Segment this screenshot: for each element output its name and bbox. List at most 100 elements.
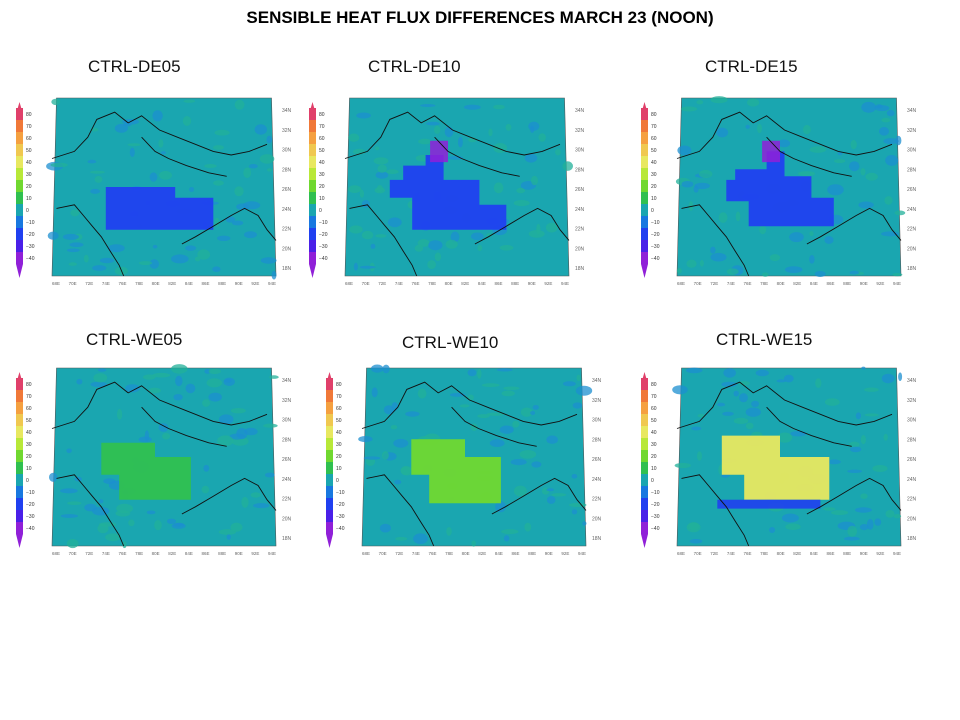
colorbar-swatch — [16, 378, 23, 390]
latitude-label: 22N — [907, 497, 917, 503]
texture-blob — [66, 448, 72, 454]
texture-blob — [847, 525, 857, 537]
texture-blob — [208, 368, 221, 375]
latitude-label: 30N — [282, 148, 292, 154]
texture-blob — [271, 270, 277, 280]
texture-blob — [405, 411, 420, 417]
texture-blob — [90, 381, 107, 388]
colorbar-swatch — [309, 216, 316, 228]
texture-blob — [146, 510, 156, 515]
texture-blob — [185, 245, 197, 251]
longitude-label: 88E — [843, 281, 851, 286]
texture-blob — [175, 375, 183, 387]
colorbar: 80 70 60 50 40 30 20 10 0 −10 −20 −30 −40 — [641, 102, 660, 278]
colorbar-tick-label: 30 — [319, 172, 325, 178]
texture-blob — [62, 233, 79, 240]
texture-blob — [815, 378, 822, 388]
colorbar-swatch — [641, 156, 648, 168]
longitude-label: 94E — [268, 551, 276, 556]
colorbar-tick-label: 80 — [319, 112, 325, 118]
texture-blob — [420, 104, 436, 107]
colorbar-tick-label: 10 — [319, 196, 325, 202]
texture-blob — [158, 139, 164, 148]
map-panel-we05: 80 70 60 50 40 30 20 10 0 −10 −20 −30 −40 34N 32N 30N 28… — [12, 362, 294, 562]
longitude-label: 76E — [743, 551, 751, 556]
texture-blob — [524, 153, 538, 163]
colorbar-tick-label: −30 — [651, 244, 660, 250]
colorbar-bottom-arrow — [641, 534, 648, 548]
longitude-label: 72E — [710, 281, 718, 286]
colorbar-swatch — [16, 252, 23, 264]
colorbar-swatch — [309, 252, 316, 264]
texture-blob — [674, 462, 691, 469]
colorbar-swatch — [309, 192, 316, 204]
texture-blob — [173, 394, 183, 401]
texture-blob — [244, 427, 258, 436]
difference-patch — [726, 151, 834, 227]
texture-blob — [162, 432, 171, 440]
border-line — [344, 111, 561, 159]
colorbar-swatch — [16, 192, 23, 204]
texture-blob — [234, 99, 245, 110]
colorbar-swatch — [309, 132, 316, 144]
colorbar-tick-label: 20 — [26, 184, 32, 190]
longitude-label: 72E — [85, 551, 93, 556]
latitude-label: 18N — [592, 536, 602, 542]
latitude-label: 28N — [575, 167, 585, 173]
colorbar-swatch — [641, 438, 648, 450]
texture-blob — [783, 374, 794, 383]
latitude-label: 24N — [907, 477, 917, 483]
texture-blob — [376, 185, 383, 193]
texture-blob — [459, 404, 470, 408]
colorbar-swatch — [641, 252, 648, 264]
texture-blob — [528, 230, 545, 238]
texture-blob — [149, 259, 159, 269]
longitude-label: 90E — [545, 551, 553, 556]
texture-blob — [185, 383, 196, 394]
latitude-label: 28N — [907, 437, 917, 443]
colorbar-swatch — [641, 414, 648, 426]
texture-blob — [751, 400, 760, 408]
texture-blob — [745, 422, 754, 430]
texture-blob — [495, 501, 506, 513]
texture-blob — [450, 231, 460, 243]
texture-blob — [152, 244, 158, 249]
colorbar-swatch — [326, 378, 333, 390]
texture-blob — [391, 402, 399, 411]
longitude-label: 92E — [876, 551, 884, 556]
latitude-label: 34N — [592, 378, 602, 384]
colorbar-tick-label: 30 — [26, 442, 32, 448]
colorbar-swatch — [641, 168, 648, 180]
texture-blob — [90, 188, 100, 194]
texture-blob — [563, 381, 576, 387]
texture-blob — [530, 411, 536, 415]
texture-blob — [105, 533, 121, 542]
latitude-label: 20N — [592, 516, 602, 522]
map-figure: 80 70 60 50 40 30 20 10 0 −10 −20 −30 −40 34N 32N 30N 28… — [326, 364, 602, 556]
latitude-label: 20N — [282, 246, 292, 252]
texture-blob — [855, 412, 861, 420]
texture-blob — [348, 185, 362, 193]
coastline-east — [806, 477, 902, 515]
texture-blob — [834, 159, 846, 164]
longitude-label: 94E — [578, 551, 586, 556]
colorbar-tick-label: 60 — [26, 406, 32, 412]
latitude-label: 24N — [592, 477, 602, 483]
texture-blob — [394, 479, 402, 485]
longitude-label: 70E — [69, 551, 77, 556]
longitude-label: 82E — [793, 281, 801, 286]
latitude-label: 32N — [907, 398, 917, 404]
texture-blob — [67, 501, 82, 505]
texture-blob — [676, 267, 682, 274]
texture-blob — [50, 162, 68, 168]
texture-blob — [769, 527, 776, 533]
texture-blob — [789, 232, 804, 243]
texture-blob — [519, 450, 537, 459]
texture-blob — [373, 157, 389, 165]
texture-blob — [428, 240, 443, 251]
colorbar-tick-label: 30 — [651, 172, 657, 178]
colorbar-swatch — [641, 192, 648, 204]
texture-blob — [809, 231, 814, 237]
colorbar-swatch — [16, 510, 23, 522]
colorbar-tick-label: 40 — [26, 160, 32, 166]
